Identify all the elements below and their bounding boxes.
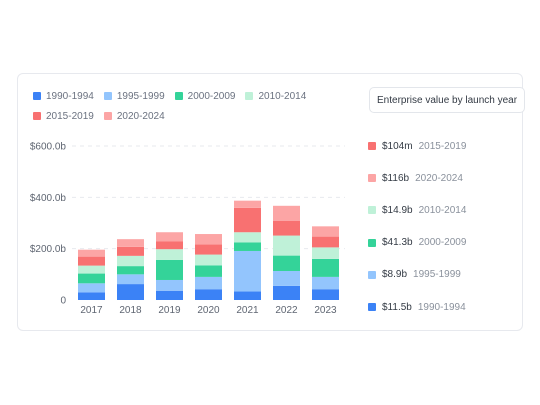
bar-segment: [312, 276, 339, 290]
series-summary-item: $14.9b 2010-2014: [368, 203, 466, 217]
y-tick-label: $400.0b: [30, 193, 67, 204]
bar-segment: [156, 290, 183, 300]
series-summary-item: $8.9b 1995-1999: [368, 268, 461, 282]
series-summary-item: $11.5b 1990-1994: [368, 300, 466, 314]
summary-swatch: [368, 303, 376, 311]
bar-segment: [273, 205, 300, 221]
bar-segment: [234, 232, 261, 243]
legend-label: 1995-1999: [116, 90, 165, 102]
bar-segment: [156, 241, 183, 250]
legend-swatch: [103, 112, 112, 120]
summary-value: $8.9b: [382, 269, 408, 281]
legend-label: 2010-2014: [258, 90, 307, 102]
summary-value: $14.9b: [382, 204, 413, 216]
summary-label: 2010-2014: [418, 204, 467, 216]
bar-segment: [78, 292, 105, 300]
bar-segment: [273, 220, 300, 236]
bar-segment: [312, 226, 339, 237]
summary-label: 2020-2024: [415, 172, 463, 184]
legend-item[interactable]: 2015-2019: [33, 110, 94, 122]
bar-segment: [273, 270, 300, 286]
x-tick-label: 2020: [197, 305, 220, 316]
bar-segment: [312, 236, 339, 248]
legend-swatch: [174, 92, 183, 100]
legend-label: 2020-2024: [116, 110, 165, 122]
summary-label: 1990-1994: [417, 301, 466, 313]
bar-segment: [234, 250, 261, 292]
summary-swatch: [368, 206, 376, 215]
y-tick-label: 0: [60, 296, 66, 307]
bar-segment: [156, 232, 183, 242]
bar-segment: [195, 244, 222, 255]
legend-swatch: [103, 92, 112, 100]
bar-segment: [117, 284, 144, 300]
summary-value: $116b: [382, 172, 410, 184]
bar-segment: [117, 246, 144, 256]
bar-segment: [312, 247, 339, 259]
bar-segment: [234, 200, 261, 208]
legend-swatch: [33, 92, 41, 100]
bar-segment: [78, 273, 105, 284]
summary-swatch: [368, 142, 376, 150]
summary-label: 2015-2019: [418, 140, 467, 152]
legend-item[interactable]: 1990-1994: [33, 90, 94, 102]
legend-label: 2015-2019: [46, 110, 94, 122]
summary-swatch: [368, 174, 376, 183]
bar-segment: [234, 291, 261, 300]
bar-segment: [78, 249, 105, 257]
legend-item[interactable]: 2010-2014: [245, 90, 306, 102]
chart-legend: 1990-1994 1995-1999 2000-2009 2010-2014 2015…: [33, 90, 333, 122]
legend-item[interactable]: 2020-2024: [103, 110, 165, 122]
series-summary-item: $116b 2020-2024: [368, 171, 463, 185]
bar-segment: [117, 239, 144, 247]
summary-swatch: [368, 270, 376, 279]
summary-value: $104m: [382, 140, 413, 152]
chart-title-label: Enterprise value by launch year: [377, 94, 518, 106]
bar-segment: [195, 265, 222, 277]
bar-segment: [78, 265, 105, 274]
bar-segment: [195, 254, 222, 266]
legend-label: 2000-2009: [187, 90, 236, 102]
x-tick-label: 2019: [158, 305, 181, 316]
bar-segment: [273, 285, 300, 300]
legend-label: 1990-1994: [46, 90, 94, 102]
legend-swatch: [245, 92, 254, 100]
chart-title-button[interactable]: Enterprise value by launch year: [369, 87, 526, 113]
summary-swatch: [368, 238, 376, 247]
bar-segment: [195, 276, 222, 290]
bar-segment: [117, 274, 144, 285]
bar-segment: [234, 242, 261, 251]
bar-segment: [195, 234, 222, 245]
bar-segment: [234, 207, 261, 233]
summary-value: $41.3b: [382, 237, 413, 249]
bar-segment: [78, 256, 105, 266]
y-tick-label: $200.0b: [30, 244, 67, 255]
summary-value: $11.5b: [382, 301, 412, 313]
legend-item[interactable]: 1995-1999: [103, 90, 165, 102]
summary-label: 2000-2009: [418, 237, 467, 249]
bar-segment: [78, 283, 105, 293]
series-summary-item: $41.3b 2000-2009: [368, 236, 466, 250]
bar-segment: [117, 266, 144, 275]
bar-segment: [117, 255, 144, 267]
series-summary-item: $104m 2015-2019: [368, 139, 466, 153]
x-tick-label: 2022: [275, 305, 298, 316]
y-tick-label: $600.0b: [30, 142, 67, 153]
bar-segment: [156, 259, 183, 280]
legend-swatch: [33, 112, 41, 120]
bar-segment: [156, 279, 183, 291]
legend-item[interactable]: 2000-2009: [174, 90, 236, 102]
bar-segment: [156, 249, 183, 260]
x-tick-label: 2021: [236, 305, 259, 316]
bar-segment: [273, 235, 300, 256]
bar-segment: [312, 258, 339, 277]
x-tick-label: 2023: [314, 305, 337, 316]
x-tick-label: 2017: [80, 305, 103, 316]
bar-segment: [195, 289, 222, 300]
x-tick-label: 2018: [119, 305, 142, 316]
summary-label: 1995-1999: [413, 269, 461, 281]
bar-segment: [312, 289, 339, 300]
bar-segment: [273, 255, 300, 271]
